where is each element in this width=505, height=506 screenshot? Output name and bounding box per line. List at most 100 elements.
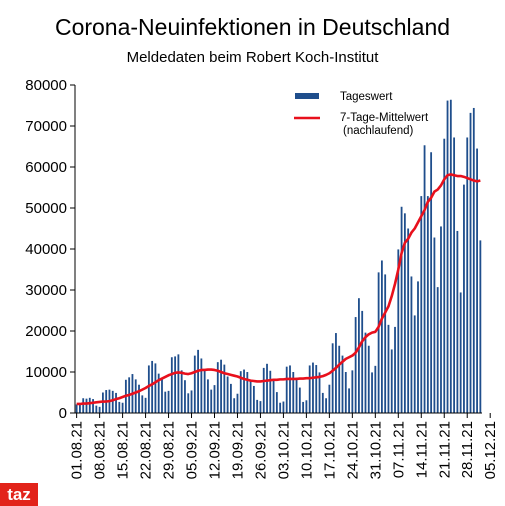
bar [272, 379, 275, 413]
x-tick-label: 10.10.21 [298, 421, 315, 479]
bar [308, 365, 311, 413]
bar [203, 370, 206, 413]
bar [351, 370, 354, 413]
bar [413, 315, 416, 413]
bar [397, 249, 400, 413]
bar [193, 355, 196, 413]
bar [410, 276, 413, 413]
bar [236, 393, 239, 413]
x-tick-label: 28.11.21 [459, 421, 476, 478]
taz-logo: taz [0, 483, 38, 506]
bar [184, 380, 186, 413]
bar [164, 391, 167, 413]
x-tick-label: 26.09.21 [252, 421, 269, 479]
x-tick-label: 24.10.21 [344, 421, 361, 479]
bar [377, 272, 380, 413]
bar [312, 362, 314, 413]
bar [147, 365, 150, 413]
bar [259, 401, 262, 413]
y-tick-label: 50000 [25, 200, 67, 217]
y-tick-labels: 0 10000 20000 30000 40000 50000 60000 70000 8000… [25, 77, 67, 422]
bar [459, 292, 462, 413]
bar [433, 237, 436, 413]
bar [358, 298, 360, 413]
bar [177, 354, 180, 413]
bar [364, 332, 367, 413]
bar [161, 378, 163, 413]
bar [289, 365, 291, 413]
bar [469, 112, 472, 413]
bar [302, 401, 305, 413]
bar [453, 137, 456, 414]
bar [144, 397, 147, 413]
legend-line-label-line: 7-Tage-Mittelwert [340, 112, 429, 124]
x-tick-label: 17.10.21 [321, 421, 338, 479]
bar [269, 370, 272, 413]
bar [230, 383, 232, 413]
legend-line-label-line: (nachlaufend) [343, 125, 413, 137]
bar [213, 385, 216, 413]
bar [387, 324, 390, 413]
bar [243, 369, 245, 413]
bar [134, 379, 137, 413]
bar [246, 372, 249, 413]
legend-bar-label: Tageswert [340, 91, 393, 103]
bar [348, 388, 350, 413]
y-tick-label: 20000 [25, 323, 67, 340]
legend: Tageswert 7-Tage-Mittelwert (nachlaufend) [294, 91, 429, 137]
bar [252, 385, 255, 413]
bar [443, 138, 446, 413]
y-tick-label: 40000 [25, 241, 67, 258]
x-tick-label: 15.08.21 [115, 421, 132, 479]
x-tick-label: 07.11.21 [390, 421, 407, 478]
bar [417, 281, 419, 413]
bar [180, 370, 183, 413]
bar [384, 274, 387, 413]
bar [167, 390, 170, 413]
bar [174, 356, 177, 413]
bar [426, 196, 429, 413]
bar [338, 345, 341, 413]
bar [305, 400, 308, 413]
bar [472, 107, 475, 414]
bar [200, 358, 203, 413]
bar [456, 230, 459, 413]
bar [285, 366, 288, 413]
x-tick-label: 05.09.21 [184, 421, 201, 479]
bar [325, 398, 327, 413]
bar [118, 401, 121, 413]
bar [207, 379, 209, 413]
y-tick-label: 10000 [25, 364, 67, 381]
chart-title: Corona-Neuinfektionen in Deutschland [54, 14, 451, 40]
bar [282, 401, 285, 413]
x-tick-label: 19.09.21 [229, 421, 246, 479]
legend-bar-swatch [295, 93, 319, 99]
bar [256, 399, 259, 413]
bar [430, 152, 433, 414]
x-tick-label: 12.09.21 [206, 421, 223, 479]
bar [463, 184, 465, 413]
bar [344, 372, 347, 413]
bar [82, 398, 85, 413]
bar [157, 373, 160, 413]
bar [275, 392, 278, 413]
x-tick-label: 14.11.21 [413, 421, 430, 478]
bar [170, 357, 173, 413]
bar [440, 226, 442, 413]
x-tick-label: 22.08.21 [138, 421, 155, 479]
x-tick-label: 01.08.21 [69, 421, 86, 479]
x-tick-label: 31.10.21 [367, 421, 384, 479]
bar [479, 240, 482, 413]
bar [390, 349, 393, 413]
bar [423, 145, 426, 413]
bar [436, 287, 439, 413]
bar-series [75, 99, 482, 414]
bar [446, 100, 449, 413]
bar [121, 402, 124, 413]
bar [197, 349, 199, 413]
bar [315, 365, 318, 413]
bar [331, 343, 334, 413]
bar [341, 355, 344, 413]
bar [407, 228, 410, 413]
